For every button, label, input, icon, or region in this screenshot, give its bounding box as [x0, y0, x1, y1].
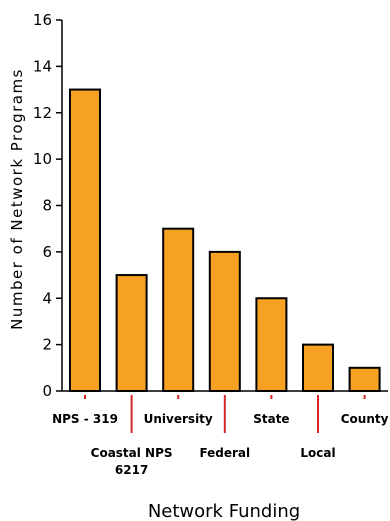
bar: [255, 297, 288, 392]
category-label: County: [341, 412, 389, 426]
y-tick-label: 8: [42, 197, 52, 215]
category-label: Coastal NPS 6217: [91, 446, 173, 477]
bar: [162, 227, 195, 392]
category-label: University: [144, 412, 213, 426]
category-label: Local: [300, 446, 335, 460]
bar: [302, 343, 334, 392]
y-tick-label: 0: [42, 382, 52, 400]
y-tick-label: 12: [33, 104, 52, 122]
category-label: State: [253, 412, 289, 426]
bar: [208, 250, 241, 392]
y-tick-label: 14: [33, 57, 52, 75]
y-tick-label: 16: [33, 11, 52, 29]
category-label: Federal: [199, 446, 250, 460]
y-tick-label: 2: [42, 336, 52, 354]
y-tick-label: 6: [42, 243, 52, 261]
bar: [115, 274, 148, 392]
category-ticks: [84, 395, 366, 433]
y-tick-label: 10: [33, 150, 52, 168]
category-labels: NPS - 319 Coastal NPS 6217 University Federa…: [52, 412, 389, 477]
y-axis-title: Number of Network Programs: [8, 68, 26, 330]
x-axis-title: Network Funding: [148, 501, 300, 521]
y-ticks: 0 2 4 6 8 10 12 14 16: [33, 11, 62, 400]
bar: [69, 88, 101, 392]
category-label: NPS - 319: [52, 412, 118, 426]
bars: [69, 88, 381, 392]
y-tick-label: 4: [42, 289, 52, 307]
bar: [348, 366, 381, 392]
